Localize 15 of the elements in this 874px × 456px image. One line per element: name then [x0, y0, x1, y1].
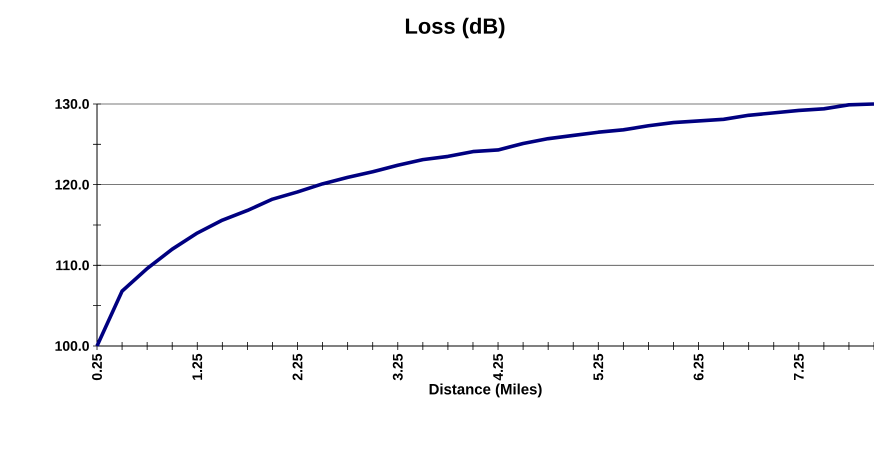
y-tick-label: 100.0: [55, 341, 89, 351]
y-tick-label: 130.0: [55, 99, 89, 109]
chart-title: Loss (dB): [406, 18, 504, 38]
x-axis-title: Distance (Miles): [430, 383, 542, 398]
x-tick-label: 4.25: [493, 354, 503, 380]
x-tick-label: 6.25: [694, 354, 704, 380]
y-tick-label: 120.0: [55, 180, 89, 190]
x-tick-label: 2.25: [292, 354, 302, 380]
line-series: [95, 102, 874, 348]
x-tick-label: 1.25: [192, 354, 202, 380]
y-tick-label: 110.0: [56, 260, 89, 270]
x-tick-label: 7.25: [794, 354, 804, 380]
x-tick-label: 0.25: [92, 354, 102, 380]
x-tick-label: 3.25: [392, 354, 403, 380]
x-tick-label: 5.25: [593, 354, 604, 380]
